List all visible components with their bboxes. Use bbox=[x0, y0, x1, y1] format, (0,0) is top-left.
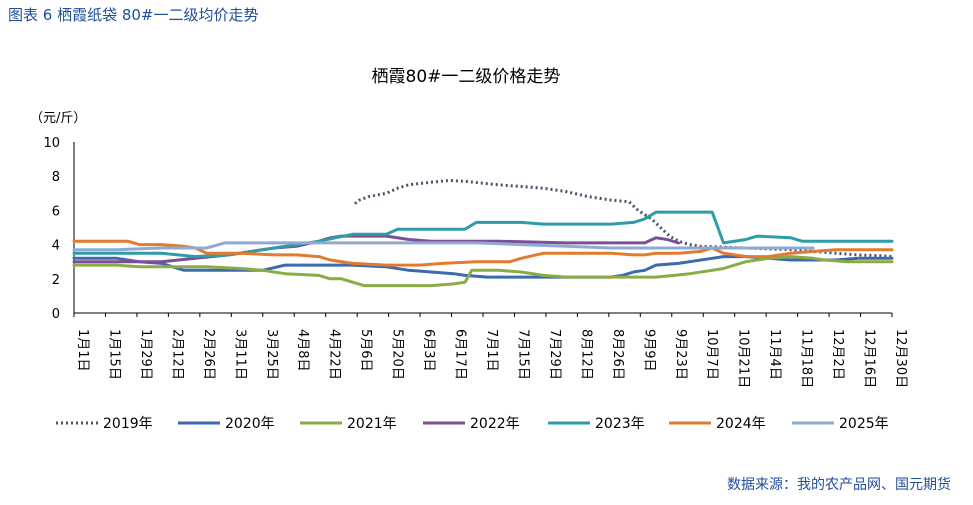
x-tick-label: 4月8日 bbox=[295, 329, 310, 372]
x-tick-label: 12月2日 bbox=[830, 329, 845, 380]
x-tick-label: 6月3日 bbox=[421, 329, 436, 372]
x-tick-label: 5月6日 bbox=[358, 329, 373, 372]
x-tick-label: 3月11日 bbox=[232, 329, 247, 380]
x-tick-label: 10月7日 bbox=[704, 329, 719, 380]
y-axis-label: （元/斤） bbox=[30, 111, 86, 126]
series-lines bbox=[72, 179, 894, 288]
legend-label: 2024年 bbox=[716, 416, 766, 432]
x-tick-label: 2月26日 bbox=[201, 329, 216, 380]
x-tick-label: 1月15日 bbox=[106, 329, 121, 380]
x-tick-label: 7月29日 bbox=[547, 329, 562, 380]
x-tick-label: 11月18日 bbox=[799, 329, 814, 388]
x-tick-label: 6月17日 bbox=[453, 329, 468, 380]
y-tick-label: 8 bbox=[52, 170, 60, 185]
legend: 2019年 2020年 2021年 2022年 2023年 2024年 2025年 bbox=[56, 416, 889, 432]
series-line-2023年 bbox=[72, 210, 894, 259]
data-source: 数据来源：我的农产品网、国元期货 bbox=[727, 477, 951, 493]
x-tick-label: 10月21日 bbox=[736, 329, 751, 388]
x-tick-label: 8月12日 bbox=[578, 329, 593, 380]
x-tick-label: 3月25日 bbox=[264, 329, 279, 380]
y-tick-label: 6 bbox=[52, 204, 60, 219]
series-line-2019年 bbox=[353, 179, 893, 259]
y-axis-ticks: 0 2 4 6 8 10 bbox=[43, 136, 60, 322]
x-tick-label: 1月1日 bbox=[75, 329, 90, 372]
series-line-2025年 bbox=[72, 241, 815, 252]
y-tick-label: 4 bbox=[52, 239, 60, 254]
series-line-2021年 bbox=[72, 255, 894, 288]
x-tick-label: 12月30日 bbox=[893, 329, 908, 388]
x-tick-label: 7月15日 bbox=[515, 329, 530, 380]
x-tick-label: 1月29日 bbox=[138, 329, 153, 380]
y-tick-label: 10 bbox=[43, 136, 60, 151]
x-tick-label: 2月12日 bbox=[169, 329, 184, 380]
y-tick-label: 2 bbox=[52, 273, 60, 288]
legend-label: 2023年 bbox=[595, 416, 645, 432]
x-tick-label: 9月9日 bbox=[641, 329, 656, 372]
axes bbox=[73, 142, 892, 314]
legend-label: 2020年 bbox=[225, 416, 275, 432]
x-tick-label: 7月1日 bbox=[484, 329, 499, 372]
x-tick-label: 8月26日 bbox=[610, 329, 625, 380]
x-tick-label: 9月23日 bbox=[673, 329, 688, 380]
legend-label: 2019年 bbox=[103, 416, 153, 432]
x-tick-label: 5月20日 bbox=[390, 329, 405, 380]
chart-title: 栖霞80#一二级价格走势 bbox=[372, 67, 561, 87]
legend-label: 2022年 bbox=[470, 416, 520, 432]
y-tick-label: 0 bbox=[52, 307, 60, 322]
x-tick-label: 12月16日 bbox=[862, 329, 877, 388]
x-axis-ticks: 1月1日 1月15日 1月29日 2月12日 2月26日 3月11日 3月25日 4月8日 4月… bbox=[73, 313, 908, 388]
legend-label: 2025年 bbox=[839, 416, 889, 432]
series-line-2024年 bbox=[72, 239, 894, 267]
figure-caption: 图表 6 栖霞纸袋 80#一二级均价走势 bbox=[8, 6, 259, 24]
x-tick-label: 11月4日 bbox=[767, 329, 782, 380]
x-tick-label: 4月22日 bbox=[327, 329, 342, 380]
legend-label: 2021年 bbox=[347, 416, 397, 432]
